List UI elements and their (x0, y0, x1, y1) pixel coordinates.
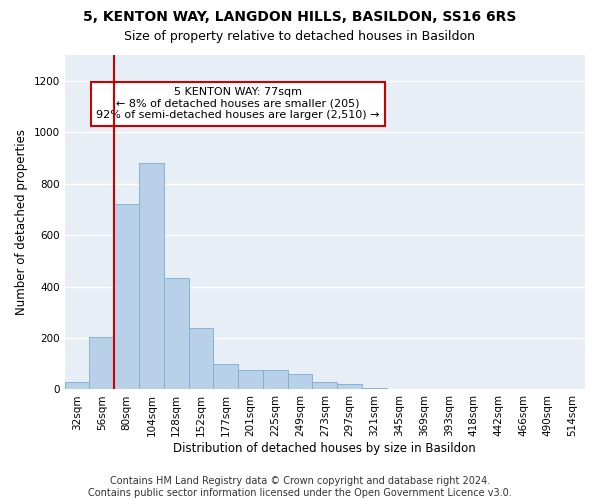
X-axis label: Distribution of detached houses by size in Basildon: Distribution of detached houses by size … (173, 442, 476, 455)
Text: Contains HM Land Registry data © Crown copyright and database right 2024.
Contai: Contains HM Land Registry data © Crown c… (88, 476, 512, 498)
Text: 5 KENTON WAY: 77sqm
← 8% of detached houses are smaller (205)
92% of semi-detach: 5 KENTON WAY: 77sqm ← 8% of detached hou… (97, 87, 380, 120)
Y-axis label: Number of detached properties: Number of detached properties (15, 129, 28, 315)
Bar (188, 328, 214, 390)
Bar (89, 336, 114, 390)
Bar (263, 370, 287, 390)
Bar (139, 163, 164, 390)
Bar (362, 388, 387, 390)
Bar (238, 370, 263, 390)
Bar (287, 374, 313, 390)
Text: 5, KENTON WAY, LANGDON HILLS, BASILDON, SS16 6RS: 5, KENTON WAY, LANGDON HILLS, BASILDON, … (83, 10, 517, 24)
Bar (337, 384, 362, 390)
Bar (214, 364, 238, 390)
Bar (313, 382, 337, 390)
Bar (65, 382, 89, 390)
Text: Size of property relative to detached houses in Basildon: Size of property relative to detached ho… (125, 30, 476, 43)
Bar (114, 204, 139, 390)
Bar (164, 278, 188, 390)
